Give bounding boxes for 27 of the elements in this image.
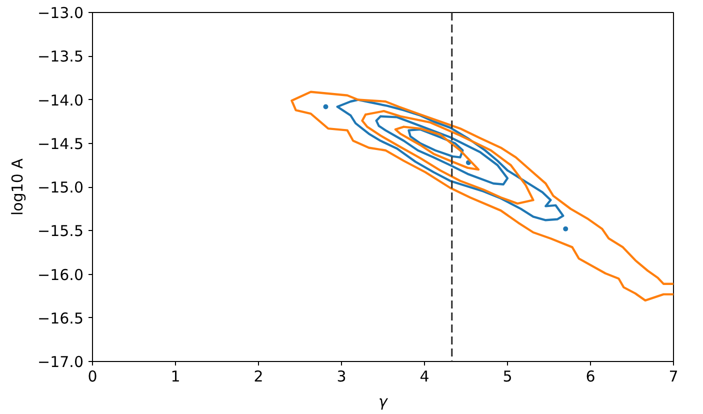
y-tick-label: −13.0	[38, 4, 84, 22]
y-tick-label: −16.0	[38, 266, 84, 284]
y-tick-label: −14.0	[38, 91, 84, 110]
y-tick-label: −15.5	[38, 222, 84, 240]
point	[563, 226, 568, 232]
line-series	[408, 128, 464, 158]
x-tick-label: 1	[170, 368, 180, 386]
y-tick-label: −16.5	[38, 309, 84, 328]
x-tick-label: 7	[668, 368, 678, 386]
line-series	[394, 126, 480, 171]
line-series	[290, 90, 674, 302]
line-series	[361, 110, 534, 205]
point	[323, 104, 328, 110]
line-series	[336, 98, 564, 222]
x-axis-title: γ	[378, 392, 389, 410]
x-tick-label: 2	[254, 368, 264, 386]
x-tick-label: 4	[420, 368, 430, 386]
y-tick-label: −15.0	[38, 178, 84, 196]
x-tick-label: 6	[586, 368, 596, 386]
x-tick-label: 3	[336, 368, 346, 386]
y-axis-title: log10 A	[8, 158, 27, 216]
y-tick-label: −14.5	[38, 134, 84, 153]
x-tick-label: 5	[502, 368, 512, 386]
y-tick-label: −13.5	[38, 48, 84, 66]
x-tick-label: 0	[88, 368, 98, 386]
y-tick-label: −17.0	[38, 353, 84, 371]
line-series	[375, 115, 509, 186]
